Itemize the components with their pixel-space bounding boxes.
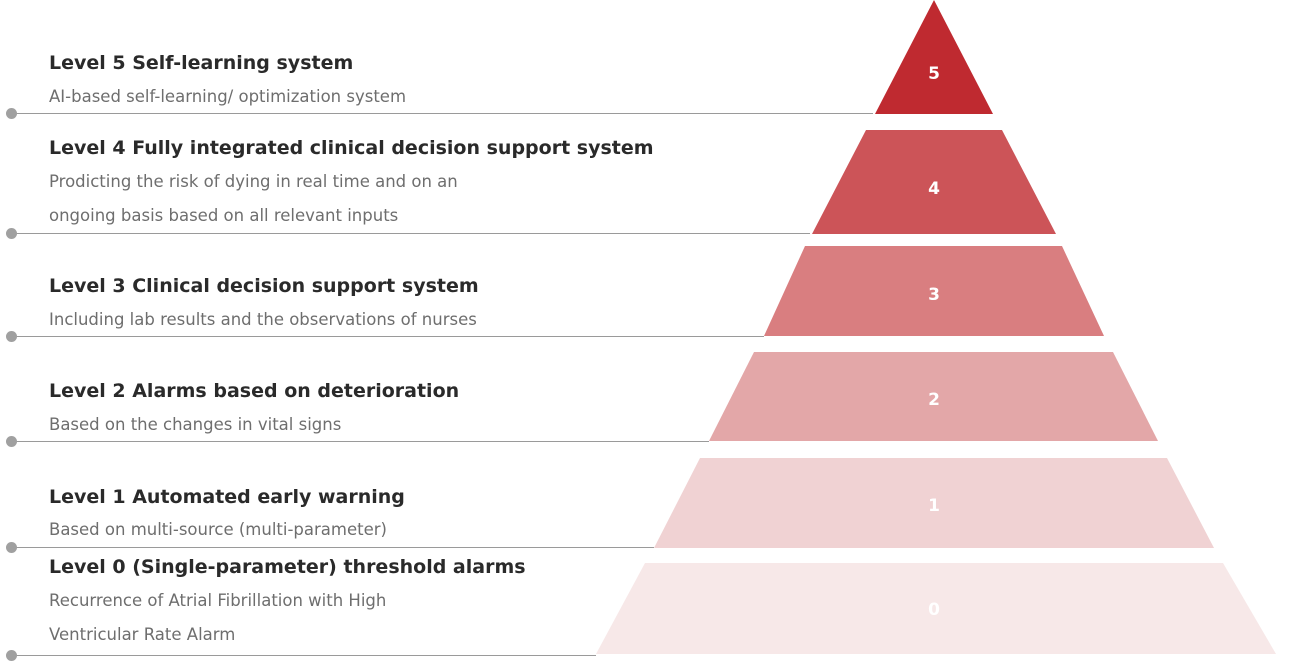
level-3-title: Level 3 Clinical decision support system bbox=[49, 275, 479, 297]
level-4-description-line-1: Prodicting the risk of dying in real tim… bbox=[49, 172, 458, 191]
tier-number-3: 3 bbox=[928, 285, 940, 305]
pyramid-tier-0[interactable] bbox=[596, 563, 1276, 654]
tier-number-4: 4 bbox=[928, 179, 940, 199]
level-5-leader-dot bbox=[6, 108, 17, 119]
level-0-leader-dot bbox=[6, 650, 17, 661]
level-5-leader-line bbox=[12, 113, 873, 114]
level-5-title: Level 5 Self-learning system bbox=[49, 52, 354, 74]
pyramid-tier-2[interactable] bbox=[709, 352, 1158, 441]
level-4-leader-dot bbox=[6, 228, 17, 239]
tier-number-2: 2 bbox=[928, 390, 940, 410]
level-1-description: Based on multi-source (multi-parameter) bbox=[49, 520, 387, 539]
level-2-leader-line bbox=[12, 441, 709, 442]
tier-number-0: 0 bbox=[928, 600, 940, 620]
level-2-leader-dot bbox=[6, 436, 17, 447]
level-1-leader-dot bbox=[6, 542, 17, 553]
level-3-leader-line bbox=[12, 336, 764, 337]
pyramid-tier-4[interactable] bbox=[812, 130, 1056, 234]
tier-number-5: 5 bbox=[928, 64, 940, 84]
level-3-description: Including lab results and the observatio… bbox=[49, 310, 477, 329]
tier-number-1: 1 bbox=[928, 496, 940, 516]
level-0-title: Level 0 (Single-parameter) threshold ala… bbox=[49, 556, 526, 578]
level-4-leader-line bbox=[12, 233, 810, 234]
level-0-description-line-2: Ventricular Rate Alarm bbox=[49, 625, 236, 644]
level-0-leader-line bbox=[12, 655, 596, 656]
level-1-leader-line bbox=[12, 547, 654, 548]
pyramid-tier-3[interactable] bbox=[764, 246, 1104, 336]
level-5-description: AI-based self-learning/ optimization sys… bbox=[49, 87, 407, 106]
level-0-description-line-1: Recurrence of Atrial Fibrillation with H… bbox=[49, 591, 387, 610]
level-4-description-line-2: ongoing basis based on all relevant inpu… bbox=[49, 206, 399, 225]
level-1-title: Level 1 Automated early warning bbox=[49, 486, 405, 508]
pyramid-tier-5[interactable] bbox=[875, 0, 993, 114]
pyramid-tier-1[interactable] bbox=[654, 458, 1214, 548]
level-3-leader-dot bbox=[6, 331, 17, 342]
level-2-title: Level 2 Alarms based on deterioration bbox=[49, 380, 460, 402]
level-4-title: Level 4 Fully integrated clinical decisi… bbox=[49, 137, 654, 159]
level-2-description: Based on the changes in vital signs bbox=[49, 415, 342, 434]
